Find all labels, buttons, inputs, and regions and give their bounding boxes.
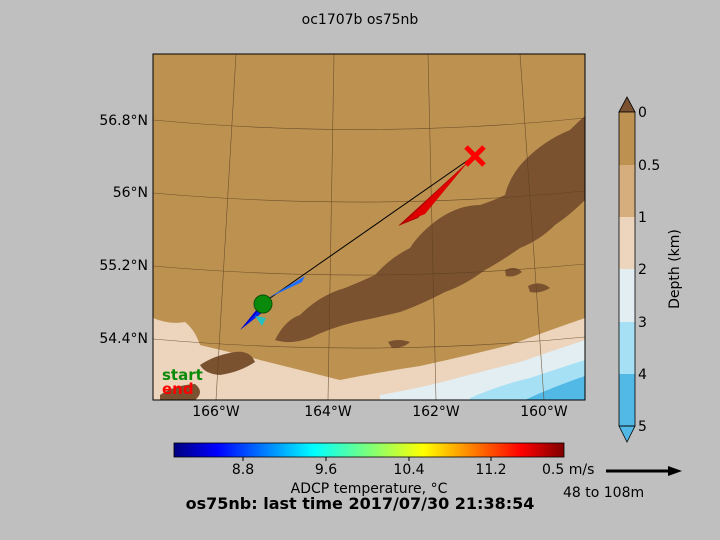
map-frame	[152, 53, 586, 401]
temp-tick: 9.6	[315, 462, 337, 478]
depth-colorbar: 0 0.5 1 2 3 4 5 Depth (km)	[618, 96, 683, 443]
temp-tick: 8.8	[232, 462, 254, 478]
temperature-colorbar-label: ADCP temperature, °C	[290, 481, 448, 497]
temperature-colorbar: 8.8 9.6 10.4 11.2	[173, 442, 565, 478]
lat-label: 56.8°N	[99, 113, 148, 129]
temp-tick: 11.2	[475, 462, 506, 478]
depth-colorbar-label: Depth (km)	[667, 229, 683, 309]
start-marker	[253, 294, 273, 314]
lon-label: 164°W	[304, 404, 352, 420]
scale-speed-label: 0.5 m/s	[542, 462, 595, 478]
depth-tick: 0	[638, 105, 647, 121]
last-time-footer: os75nb: last time 2017/07/30 21:38:54	[185, 494, 535, 513]
scale-arrow	[606, 466, 682, 476]
temp-tick: 10.4	[393, 462, 424, 478]
lat-label: 56°N	[113, 185, 148, 201]
legend-start: start	[162, 366, 203, 384]
depth-tick: 2	[638, 262, 647, 278]
lon-label: 166°W	[192, 404, 240, 420]
depth-tick: 5	[638, 419, 647, 435]
lon-label: 162°W	[412, 404, 460, 420]
end-marker	[464, 145, 486, 167]
depth-tick: 4	[638, 367, 647, 383]
depth-range-label: 48 to 108m	[563, 485, 645, 501]
map-area	[153, 54, 585, 400]
lon-label: 160°W	[520, 404, 568, 420]
depth-tick: 3	[638, 315, 647, 331]
depth-tick: 0.5	[638, 158, 660, 174]
lat-label: 54.4°N	[99, 331, 148, 347]
figure-title: oc1707b os75nb	[301, 12, 419, 28]
legend-end: end	[162, 380, 194, 398]
depth-tick: 1	[638, 210, 647, 226]
lat-label: 55.2°N	[99, 258, 148, 274]
